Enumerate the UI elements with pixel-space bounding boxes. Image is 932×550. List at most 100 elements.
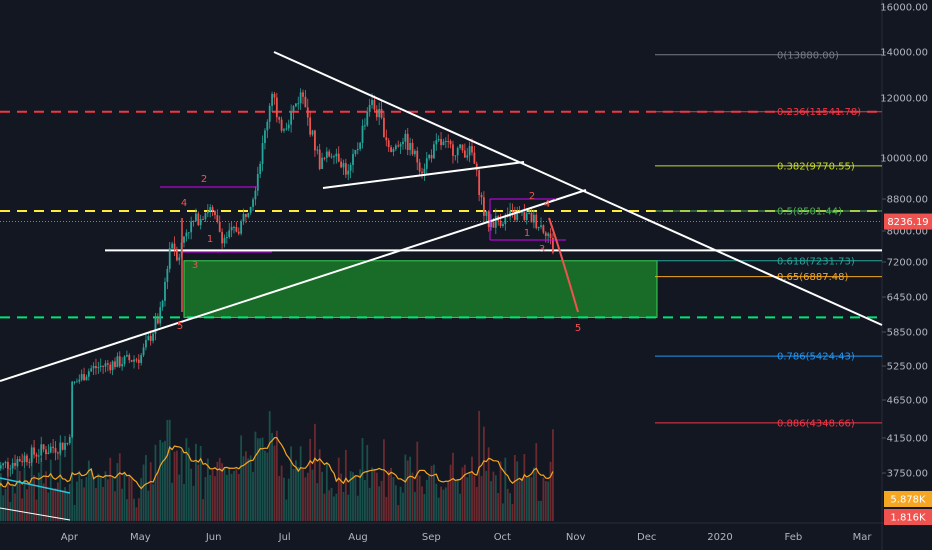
volume-bar xyxy=(509,493,511,521)
candle-body xyxy=(433,144,435,159)
candle-body xyxy=(171,243,174,249)
wave-label: 5 xyxy=(177,321,183,332)
candle-body xyxy=(230,227,233,231)
volume-bar xyxy=(116,463,119,521)
candle-body xyxy=(537,226,540,229)
candle-body xyxy=(552,238,554,253)
volume-bar xyxy=(152,484,154,521)
volume-bar xyxy=(180,450,183,521)
volume-bar xyxy=(275,430,278,521)
volume-bar xyxy=(547,481,550,521)
candle-body xyxy=(59,442,62,454)
volume-bar xyxy=(156,471,159,521)
candle-body xyxy=(475,163,478,171)
demand-zone xyxy=(183,260,658,318)
candle-body xyxy=(214,210,216,216)
volume-bar xyxy=(147,490,150,521)
fib-level-label: 0.5(8501.44) xyxy=(777,206,842,217)
volume-bar xyxy=(247,458,250,521)
candle-body xyxy=(37,455,40,457)
volume-bar xyxy=(18,470,21,521)
volume-bar xyxy=(287,478,290,521)
volume-bar xyxy=(168,419,171,521)
candle-body xyxy=(92,365,95,369)
candle-body xyxy=(435,140,438,145)
volume-bar xyxy=(366,444,369,521)
candle-body xyxy=(425,158,428,169)
volume-bar xyxy=(473,475,476,521)
price-tick-label: 10000.00 xyxy=(880,154,928,165)
volume-bar xyxy=(359,469,362,521)
candlesticks xyxy=(0,88,554,477)
volume-bar xyxy=(83,487,85,521)
candle-body xyxy=(235,226,238,232)
candle-body xyxy=(28,461,31,463)
volume-bar xyxy=(106,479,109,521)
wave-label: 2 xyxy=(529,191,535,202)
volume-bar xyxy=(111,476,114,521)
time-axis[interactable]: Apr May Jun Jul Aug Sep Oct Nov Dec 2020 Feb Mar xyxy=(61,532,873,543)
candle-body xyxy=(121,364,124,367)
candle-body xyxy=(287,124,290,129)
volume-bar xyxy=(102,487,104,521)
volume-bar xyxy=(306,472,309,521)
current-price-badge-text: 8236.19 xyxy=(887,217,928,228)
wave-label: 5 xyxy=(575,323,581,334)
volume-bar xyxy=(466,477,469,521)
volume-bar xyxy=(26,489,28,521)
ascending-trendline xyxy=(0,189,587,382)
volume-bar xyxy=(354,476,357,521)
candle-body xyxy=(461,144,464,151)
volume-bar xyxy=(218,458,221,521)
price-axis[interactable]: 16000.00 14000.00 12000.00 10000.00 8800.00 8… xyxy=(880,3,928,480)
volume-bar xyxy=(535,443,538,521)
candle-body xyxy=(218,221,221,232)
candle-body xyxy=(411,142,414,155)
volume-bar xyxy=(549,461,552,521)
volume-bar xyxy=(183,484,185,521)
candle-body xyxy=(311,130,314,135)
volume-bar xyxy=(85,477,88,521)
candle-body xyxy=(347,170,350,175)
volume-bar xyxy=(399,486,402,521)
candle-body xyxy=(223,237,226,244)
volume-bar xyxy=(178,474,181,521)
candle-body xyxy=(373,100,376,110)
candle-body xyxy=(259,163,262,174)
volume-bar xyxy=(202,499,204,521)
volume-bar xyxy=(126,499,128,521)
volume-bar xyxy=(33,475,35,521)
candle-body xyxy=(323,157,326,159)
volume-bar xyxy=(195,443,197,521)
candle-body xyxy=(14,463,16,466)
candle-body xyxy=(447,140,450,142)
candle-body xyxy=(304,96,307,108)
volume-bar xyxy=(456,479,459,521)
cyan-line xyxy=(0,477,71,494)
volume-bar xyxy=(290,446,293,521)
candle-body xyxy=(397,145,400,147)
candle-body xyxy=(471,146,473,153)
volume-bar xyxy=(375,472,378,521)
volume-bar xyxy=(0,473,2,521)
volume-bar xyxy=(344,449,347,521)
candle-body xyxy=(309,117,312,135)
candle-body xyxy=(83,374,85,381)
volume-bar xyxy=(190,468,193,521)
volume-bar xyxy=(261,437,264,521)
candle-body xyxy=(142,347,145,356)
candle-body xyxy=(387,140,390,148)
candle-body xyxy=(156,318,159,324)
volume-bar xyxy=(266,452,269,521)
candle-body xyxy=(35,454,38,457)
volume-bar xyxy=(233,470,235,521)
candle-body xyxy=(456,147,459,156)
volume-bar xyxy=(104,471,107,521)
candle-body xyxy=(333,156,335,158)
volume-bar xyxy=(52,489,55,521)
candle-body xyxy=(337,153,340,162)
volume-bar xyxy=(480,476,483,521)
candle-body xyxy=(513,211,516,220)
fib-level-label: 0.382(9770.55) xyxy=(777,161,855,172)
